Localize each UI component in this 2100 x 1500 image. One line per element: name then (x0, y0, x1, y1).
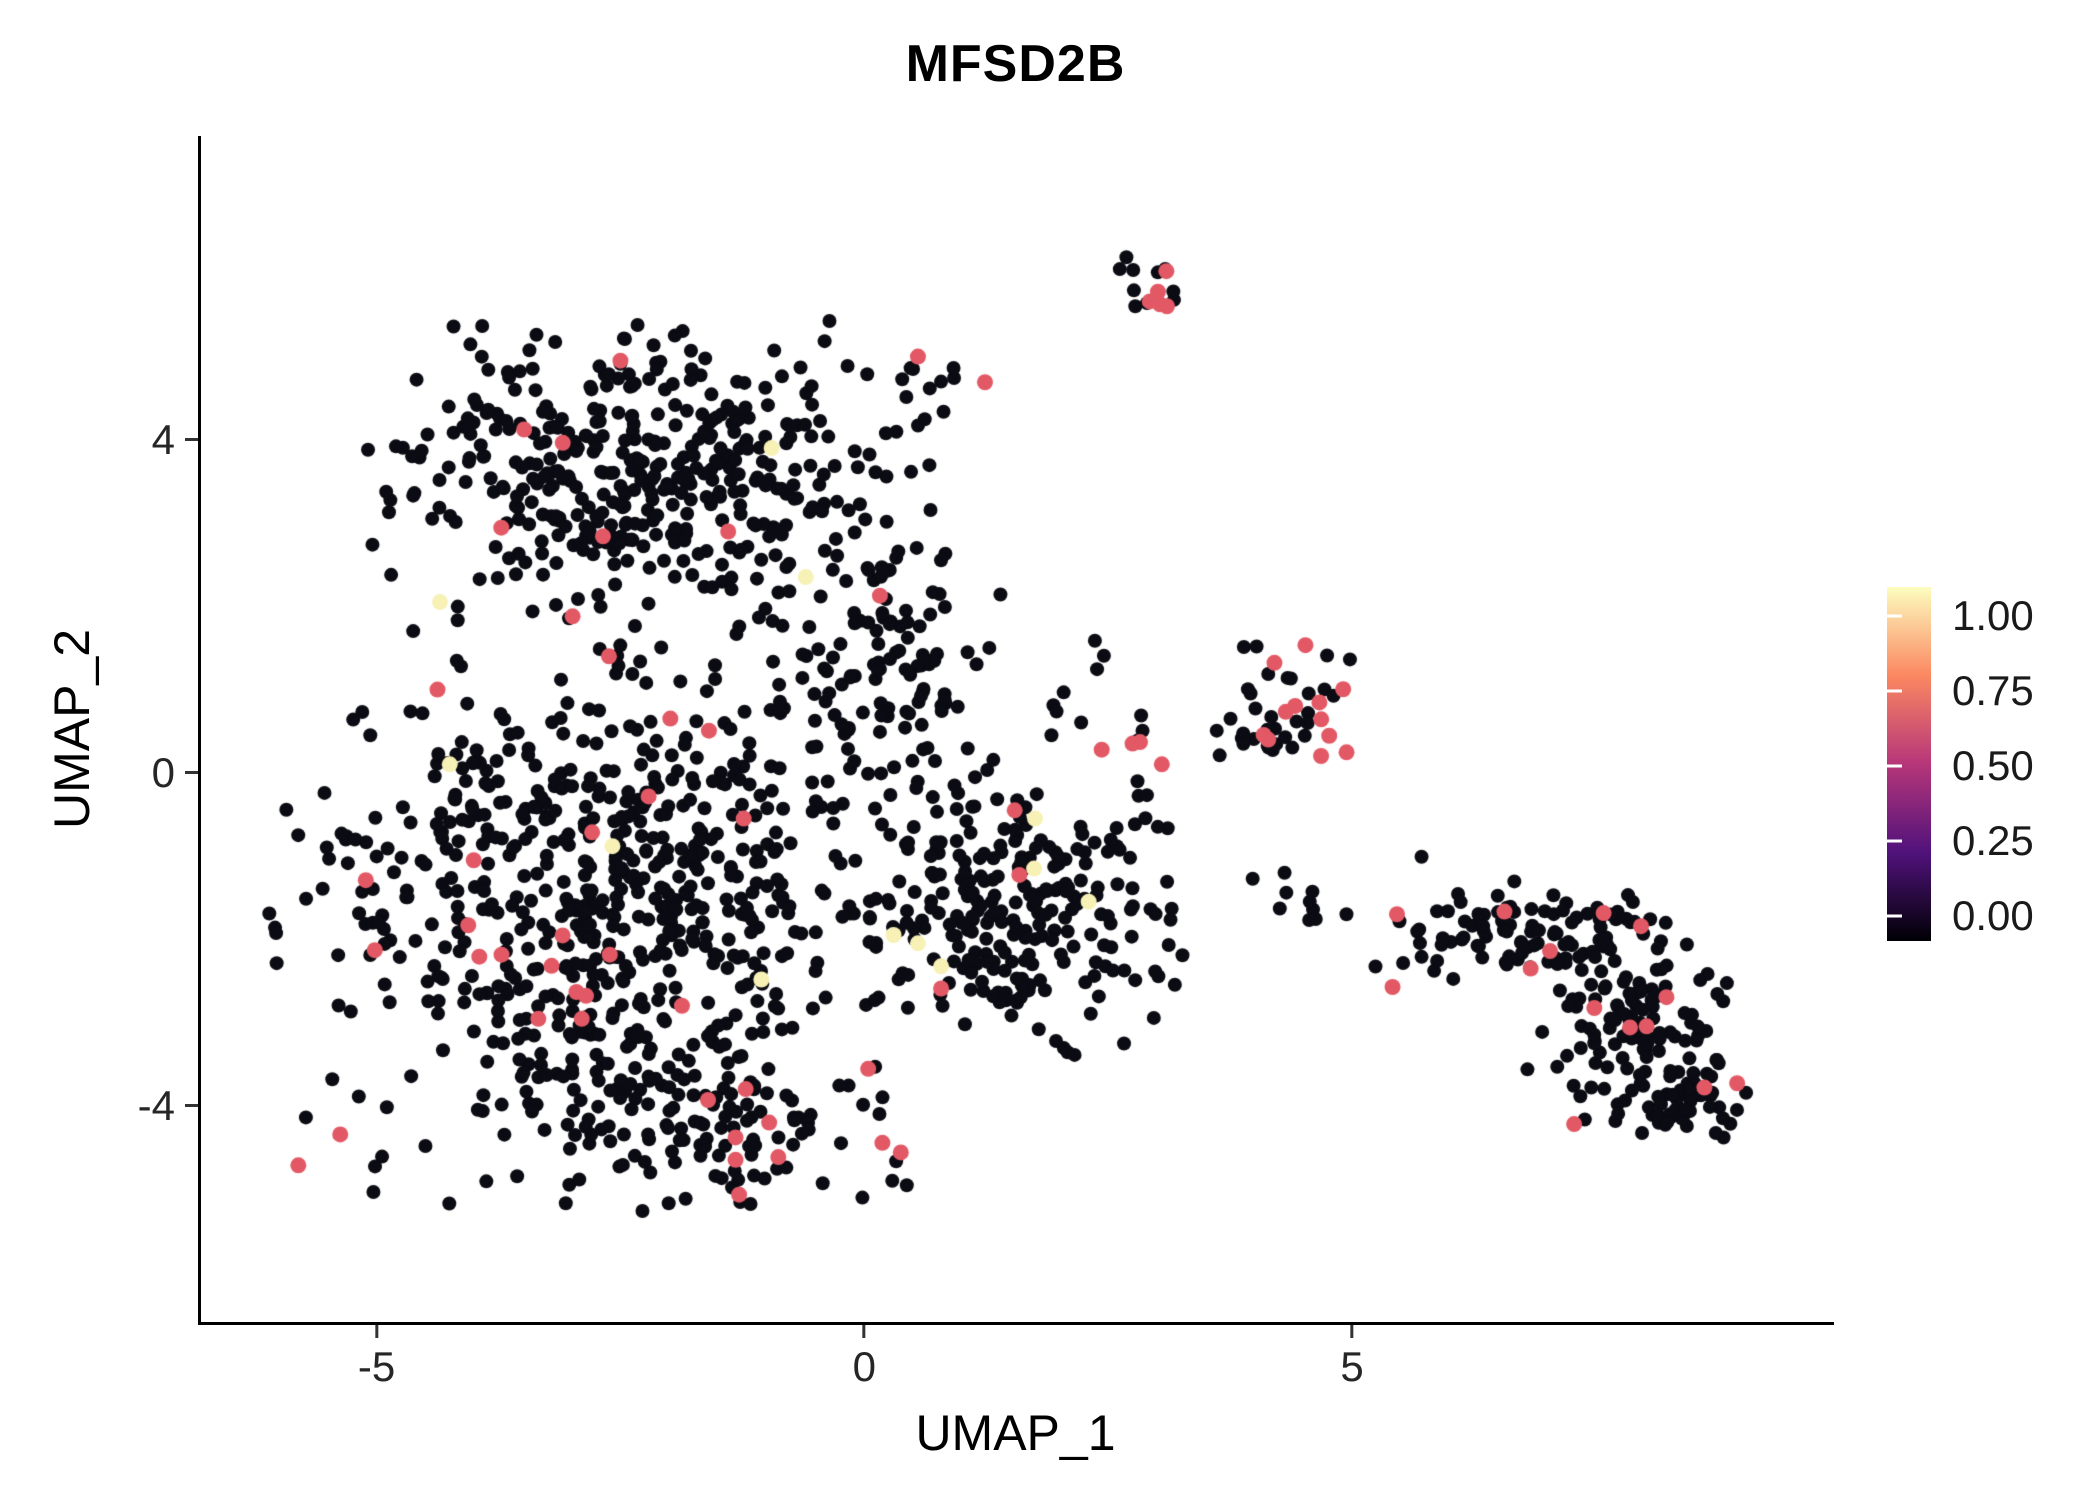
colorbar-tick-mark (1887, 839, 1902, 843)
x-tick: -5 (358, 1325, 395, 1388)
colorbar-tick-label: 0.50 (1952, 742, 2034, 789)
y-tick: -4 (0, 1081, 198, 1129)
y-tick-label: 4 (151, 415, 175, 463)
x-tick: 5 (1340, 1325, 1364, 1390)
colorbar-gradient (1887, 587, 1931, 941)
x-tick-mark (862, 1325, 866, 1338)
y-axis-line (198, 136, 201, 1325)
colorbar-tick-mark (1887, 689, 1902, 693)
x-tick: 0 (853, 1325, 876, 1388)
y-tick-label: -4 (137, 1081, 175, 1129)
chart-title: MFSD2B (905, 35, 1126, 93)
x-tick-label: 0 (852, 1343, 876, 1390)
umap-scatter-canvas (201, 136, 1830, 1322)
x-tick-label: -5 (357, 1343, 396, 1390)
colorbar-tick-label: 1.00 (1952, 592, 2034, 639)
y-tick-mark (185, 771, 198, 775)
y-axis-label: UMAP_2 (44, 628, 100, 830)
y-tick-label: 0 (151, 748, 175, 796)
y-tick: 0 (0, 748, 198, 796)
y-tick: 4 (0, 415, 198, 463)
x-tick-mark (1350, 1325, 1354, 1338)
colorbar-tick-mark (1887, 614, 1902, 618)
x-tick-mark (375, 1325, 379, 1338)
colorbar-tick-label: 0.75 (1952, 667, 2034, 714)
y-tick-mark (185, 1104, 198, 1108)
x-axis-label: UMAP_1 (915, 1405, 1116, 1461)
y-tick-mark (185, 438, 198, 442)
x-axis-line (198, 1322, 1834, 1325)
x-tick-label: 5 (1340, 1343, 1364, 1390)
colorbar-tick-mark (1887, 764, 1902, 768)
colorbar-tick-label: 0.00 (1952, 892, 2034, 939)
colorbar-tick-label: 0.25 (1952, 817, 2034, 864)
colorbar-tick-mark (1887, 914, 1902, 918)
